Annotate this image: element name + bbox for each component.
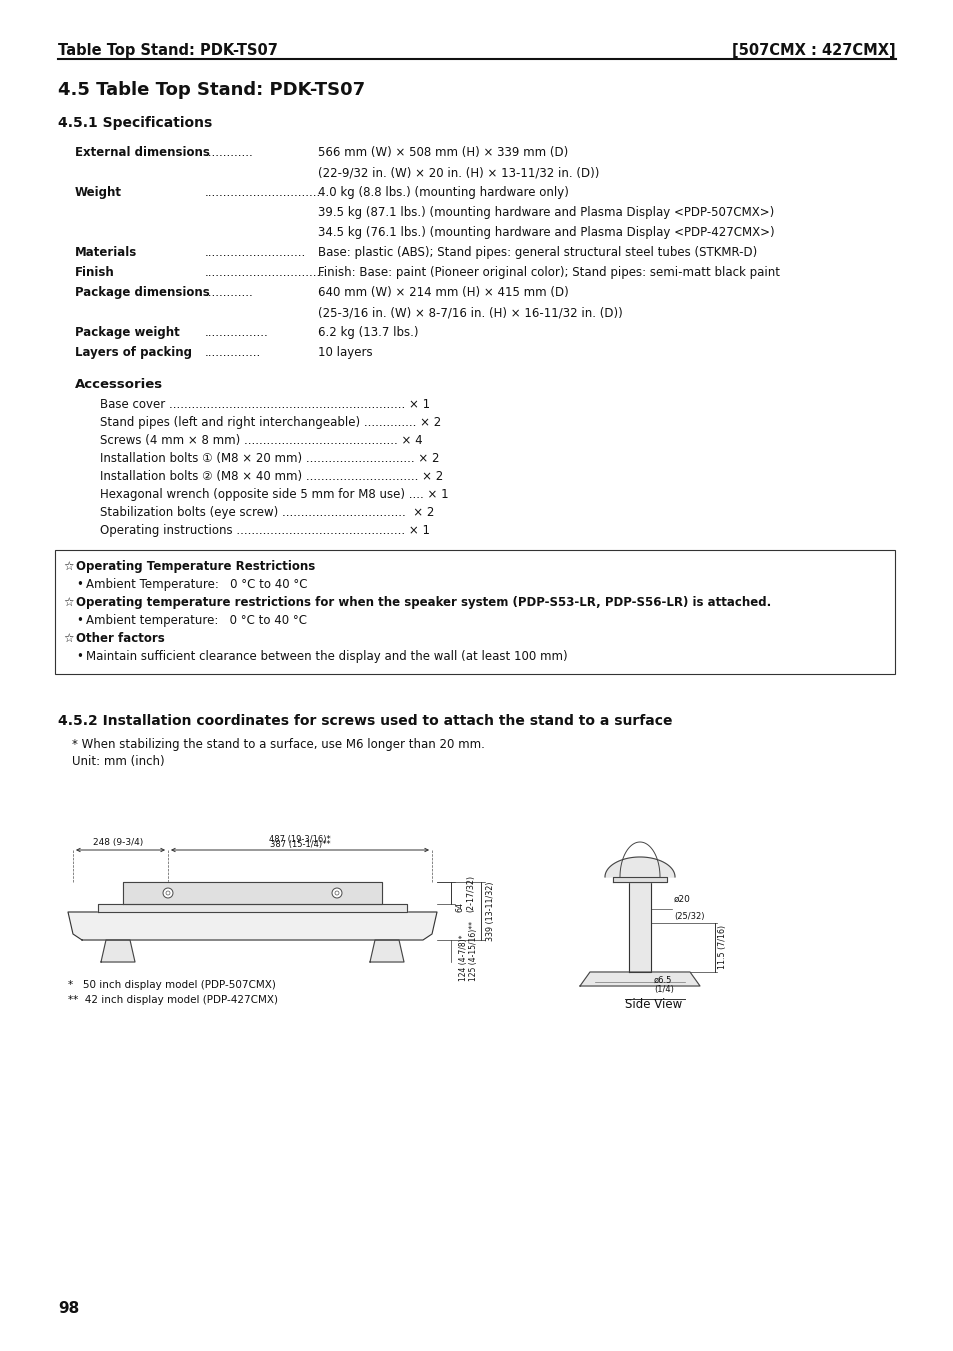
Text: Accessories: Accessories xyxy=(75,378,163,390)
Polygon shape xyxy=(613,877,666,882)
Bar xyxy=(55,550,894,674)
Text: 34.5 kg (76.1 lbs.) (mounting hardware and Plasma Display <PDP-427CMX>): 34.5 kg (76.1 lbs.) (mounting hardware a… xyxy=(317,226,774,239)
Text: Hexagonal wrench (opposite side 5 mm for M8 use) .... × 1: Hexagonal wrench (opposite side 5 mm for… xyxy=(100,488,448,501)
Text: Table Top Stand: PDK-TS07: Table Top Stand: PDK-TS07 xyxy=(58,43,277,58)
Text: 4.0 kg (8.8 lbs.) (mounting hardware only): 4.0 kg (8.8 lbs.) (mounting hardware onl… xyxy=(317,186,568,199)
Text: ...............: ............... xyxy=(205,346,261,359)
Text: [507CMX : 427CMX]: [507CMX : 427CMX] xyxy=(732,43,895,58)
Text: Ambient temperature:   0 °C to 40 °C: Ambient temperature: 0 °C to 40 °C xyxy=(86,613,307,627)
Text: ☆: ☆ xyxy=(63,632,73,644)
Text: ø6.5: ø6.5 xyxy=(654,975,672,985)
Text: ...........................: ........................... xyxy=(205,246,306,259)
Text: .................: ................. xyxy=(205,326,269,339)
Text: •: • xyxy=(76,578,83,590)
Text: 124 (4-7/8)*
125 (4-15/16)**: 124 (4-7/8)* 125 (4-15/16)** xyxy=(458,921,477,981)
Text: Finish: Finish xyxy=(75,266,114,280)
Circle shape xyxy=(332,888,341,898)
Text: 4.5 Table Top Stand: PDK-TS07: 4.5 Table Top Stand: PDK-TS07 xyxy=(58,81,365,99)
Text: Finish: Base: paint (Pioneer original color); Stand pipes: semi-matt black paint: Finish: Base: paint (Pioneer original co… xyxy=(317,266,780,280)
Text: Package dimensions: Package dimensions xyxy=(75,286,210,299)
Text: 4.5.2 Installation coordinates for screws used to attach the stand to a surface: 4.5.2 Installation coordinates for screw… xyxy=(58,713,672,728)
Text: Materials: Materials xyxy=(75,246,137,259)
Text: ø20: ø20 xyxy=(673,894,690,904)
Text: Ambient Temperature:   0 °C to 40 °C: Ambient Temperature: 0 °C to 40 °C xyxy=(86,578,307,590)
Text: Other factors: Other factors xyxy=(76,632,165,644)
Text: Stabilization bolts (eye screw) .................................  × 2: Stabilization bolts (eye screw) ........… xyxy=(100,507,434,519)
Text: .................................: ................................. xyxy=(205,266,329,280)
Text: 11.5 (7/16): 11.5 (7/16) xyxy=(718,925,726,969)
Polygon shape xyxy=(101,940,135,962)
Text: Side View: Side View xyxy=(624,998,681,1011)
Text: 64
(2-17/32): 64 (2-17/32) xyxy=(456,874,475,912)
Text: (25/32): (25/32) xyxy=(673,912,703,921)
Text: Package weight: Package weight xyxy=(75,326,179,339)
Text: External dimensions: External dimensions xyxy=(75,146,210,159)
Text: *   50 inch display model (PDP-507CMX): * 50 inch display model (PDP-507CMX) xyxy=(68,979,275,990)
Text: Maintain sufficient clearance between the display and the wall (at least 100 mm): Maintain sufficient clearance between th… xyxy=(86,650,567,663)
Circle shape xyxy=(163,888,172,898)
Text: **  42 inch display model (PDP-427CMX): ** 42 inch display model (PDP-427CMX) xyxy=(68,994,277,1005)
Text: 566 mm (W) × 508 mm (H) × 339 mm (D): 566 mm (W) × 508 mm (H) × 339 mm (D) xyxy=(317,146,568,159)
Text: 487 (19-3/16)*: 487 (19-3/16)* xyxy=(269,835,331,844)
Text: 387 (15-1/4)**: 387 (15-1/4)** xyxy=(270,840,330,848)
Text: (22-9/32 in. (W) × 20 in. (H) × 13-11/32 in. (D)): (22-9/32 in. (W) × 20 in. (H) × 13-11/32… xyxy=(317,166,598,178)
Text: Stand pipes (left and right interchangeable) .............. × 2: Stand pipes (left and right interchangea… xyxy=(100,416,441,430)
Polygon shape xyxy=(370,940,403,962)
Text: Operating instructions ............................................. × 1: Operating instructions .................… xyxy=(100,524,430,536)
Polygon shape xyxy=(98,904,407,912)
Text: .............: ............. xyxy=(205,286,253,299)
Text: ...............................: ............................... xyxy=(205,186,321,199)
Text: ☆: ☆ xyxy=(63,596,73,609)
Text: Installation bolts ② (M8 × 40 mm) .............................. × 2: Installation bolts ② (M8 × 40 mm) ......… xyxy=(100,470,443,484)
Text: Operating temperature restrictions for when the speaker system (PDP-S53-LR, PDP-: Operating temperature restrictions for w… xyxy=(76,596,770,609)
Text: 4.5.1 Specifications: 4.5.1 Specifications xyxy=(58,116,212,130)
Polygon shape xyxy=(68,912,436,940)
Text: .............: ............. xyxy=(205,146,253,159)
Text: (1/4): (1/4) xyxy=(654,985,673,994)
Text: (25-3/16 in. (W) × 8-7/16 in. (H) × 16-11/32 in. (D)): (25-3/16 in. (W) × 8-7/16 in. (H) × 16-1… xyxy=(317,305,622,319)
Text: 640 mm (W) × 214 mm (H) × 415 mm (D): 640 mm (W) × 214 mm (H) × 415 mm (D) xyxy=(317,286,568,299)
Text: Unit: mm (inch): Unit: mm (inch) xyxy=(71,755,165,767)
Text: Base: plastic (ABS); Stand pipes: general structural steel tubes (STKMR-D): Base: plastic (ABS); Stand pipes: genera… xyxy=(317,246,757,259)
Text: 248 (9-3/4): 248 (9-3/4) xyxy=(92,838,143,847)
Text: 6.2 kg (13.7 lbs.): 6.2 kg (13.7 lbs.) xyxy=(317,326,418,339)
Text: ☆: ☆ xyxy=(63,561,73,573)
Text: Weight: Weight xyxy=(75,186,122,199)
Text: 10 layers: 10 layers xyxy=(317,346,373,359)
Text: Installation bolts ① (M8 × 20 mm) ............................. × 2: Installation bolts ① (M8 × 20 mm) ......… xyxy=(100,453,439,465)
Polygon shape xyxy=(604,857,675,877)
Text: 98: 98 xyxy=(58,1301,79,1316)
Polygon shape xyxy=(123,882,381,904)
Text: Base cover ............................................................... × 1: Base cover .............................… xyxy=(100,399,430,411)
Polygon shape xyxy=(628,882,650,971)
Text: * When stabilizing the stand to a surface, use M6 longer than 20 mm.: * When stabilizing the stand to a surfac… xyxy=(71,738,484,751)
Text: Screws (4 mm × 8 mm) ......................................... × 4: Screws (4 mm × 8 mm) ...................… xyxy=(100,434,422,447)
Polygon shape xyxy=(579,971,700,986)
Text: •: • xyxy=(76,613,83,627)
Text: Operating Temperature Restrictions: Operating Temperature Restrictions xyxy=(76,561,314,573)
Text: Layers of packing: Layers of packing xyxy=(75,346,192,359)
Text: 339 (13-11/32): 339 (13-11/32) xyxy=(485,881,495,940)
Text: •: • xyxy=(76,650,83,663)
Text: 39.5 kg (87.1 lbs.) (mounting hardware and Plasma Display <PDP-507CMX>): 39.5 kg (87.1 lbs.) (mounting hardware a… xyxy=(317,205,774,219)
